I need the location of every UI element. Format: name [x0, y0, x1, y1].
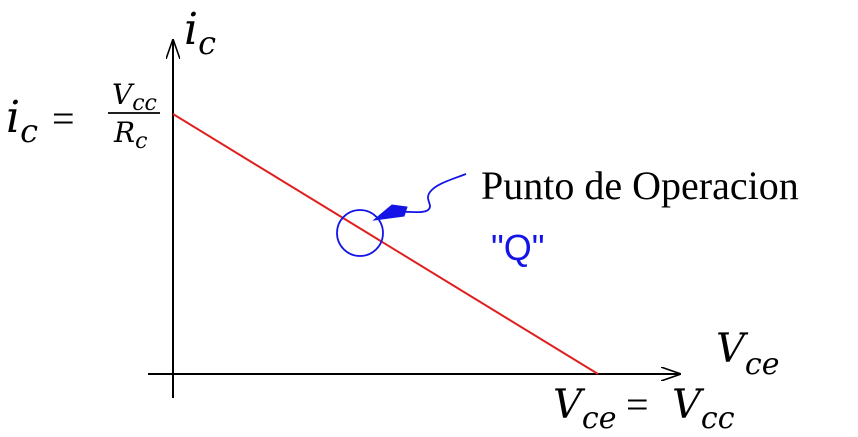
- svg-text:=: =: [52, 96, 75, 141]
- x-axis-label: Vce: [716, 326, 779, 382]
- svg-text:=: =: [626, 382, 649, 427]
- svg-text:Vcc: Vcc: [672, 382, 735, 436]
- svg-text:ic: ic: [6, 92, 38, 150]
- load-line: [172, 113, 599, 375]
- operating-point-label: Punto de Operacion: [481, 163, 799, 208]
- q-pointer-arrow: [372, 173, 467, 221]
- svg-text:Vcc: Vcc: [112, 78, 157, 116]
- x-intercept-equation: Vce = Vcc: [553, 382, 735, 436]
- q-symbol-label: "Q": [491, 227, 545, 268]
- q-point-circle: [336, 209, 384, 257]
- y-axis-label: ic: [184, 4, 216, 62]
- y-intercept-equation: ic = Vcc Rc: [6, 78, 160, 154]
- svg-text:Vce: Vce: [553, 382, 616, 436]
- svg-text:Rc: Rc: [113, 116, 147, 154]
